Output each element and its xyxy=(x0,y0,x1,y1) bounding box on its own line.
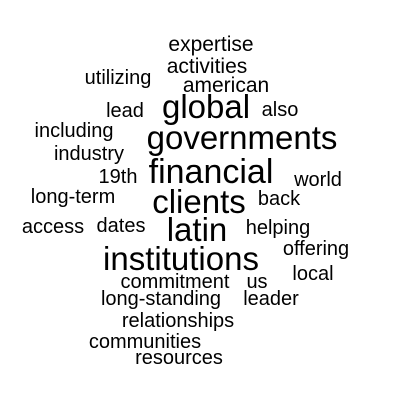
word-expertise: expertise xyxy=(168,33,254,56)
word-governments: governments xyxy=(146,119,338,156)
word-financial: financial xyxy=(148,153,274,191)
word-latin: latin xyxy=(166,211,228,248)
word-local: local xyxy=(292,263,334,285)
word-relationships: relationships xyxy=(121,310,235,332)
word-back: back xyxy=(257,188,301,210)
word-communities: communities xyxy=(88,331,202,353)
word-long-term: long-term xyxy=(30,186,116,208)
word-resources: resources xyxy=(135,347,223,369)
word-commitment: commitment xyxy=(120,271,230,293)
word-19th: 19th xyxy=(98,166,138,188)
word-also: also xyxy=(261,99,299,121)
word-global: global xyxy=(161,88,251,125)
word-us: us xyxy=(246,271,268,293)
word-industry: industry xyxy=(53,143,125,165)
word-offering: offering xyxy=(282,238,350,260)
word-dates: dates xyxy=(96,215,146,237)
word-american: american xyxy=(182,74,270,97)
word-long-standing: long-standing xyxy=(100,288,222,310)
word-institutions: institutions xyxy=(103,240,259,277)
word-utilizing: utilizing xyxy=(84,67,152,89)
word-leader: leader xyxy=(243,288,299,310)
word-helping: helping xyxy=(245,217,311,239)
word-including: including xyxy=(34,120,114,142)
word-lead: lead xyxy=(106,100,144,122)
word-world: world xyxy=(294,169,342,191)
word-clients: clients xyxy=(152,183,246,220)
word-activities: activities xyxy=(166,55,248,78)
word-access: access xyxy=(21,216,85,238)
